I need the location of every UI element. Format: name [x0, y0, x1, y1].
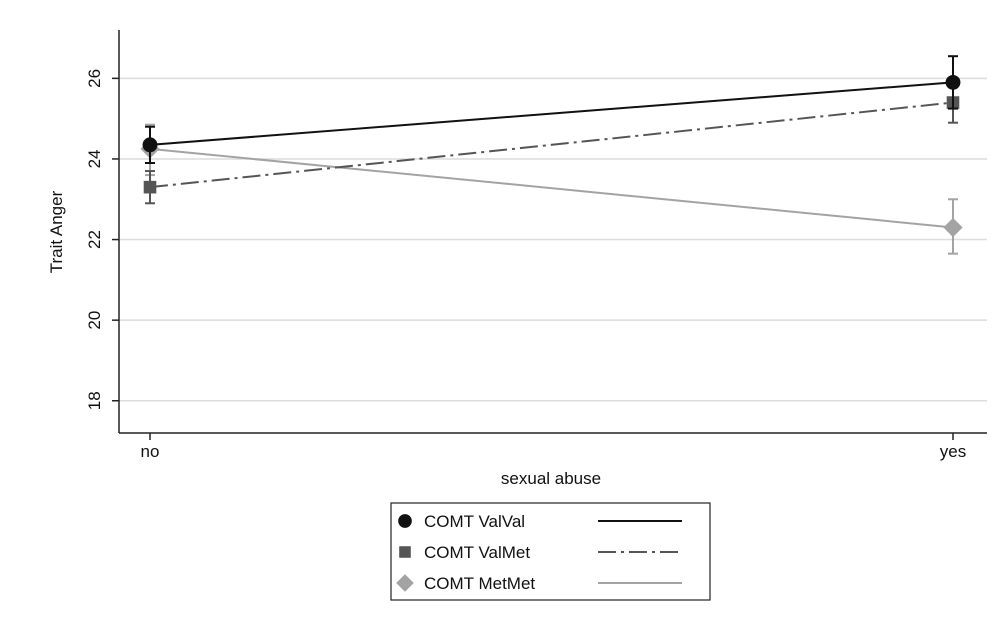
x-tick-label: yes	[940, 442, 966, 461]
grid-layer	[119, 77, 987, 402]
legend-marker	[396, 574, 414, 592]
legend-label: COMT MetMet	[424, 574, 535, 593]
data-point	[143, 180, 157, 194]
axes-layer	[118, 30, 987, 434]
y-tick-label: 18	[85, 391, 104, 410]
series-layer	[140, 55, 963, 255]
y-tick-label: 26	[85, 69, 104, 88]
legend: COMT ValVal COMT ValMet COMT MetMet	[390, 502, 711, 601]
series-line	[149, 81, 954, 146]
legend-item: COMT ValVal	[398, 512, 682, 531]
y-tick-label: 20	[85, 311, 104, 330]
series-comt-valval	[142, 55, 961, 164]
x-tick-label: no	[141, 442, 160, 461]
y-tick-label: 24	[85, 149, 104, 168]
series-line	[149, 147, 954, 229]
ticks-layer: 18 20 22 24 26 no yes	[85, 69, 966, 461]
data-point	[945, 74, 961, 90]
y-tick-label: 22	[85, 230, 104, 249]
legend-item: COMT ValMet	[399, 543, 682, 562]
series-line	[149, 101, 954, 189]
legend-label: COMT ValVal	[424, 512, 525, 531]
legend-item: COMT MetMet	[396, 574, 682, 593]
legend-marker	[398, 514, 412, 528]
legend-label: COMT ValMet	[424, 543, 530, 562]
legend-marker	[399, 546, 411, 558]
legend-items: COMT ValVal COMT ValMet COMT MetMet	[396, 512, 682, 593]
data-point	[142, 137, 158, 153]
y-axis-title: Trait Anger	[47, 190, 66, 273]
data-point	[943, 217, 963, 238]
x-axis-title: sexual abuse	[501, 469, 601, 488]
